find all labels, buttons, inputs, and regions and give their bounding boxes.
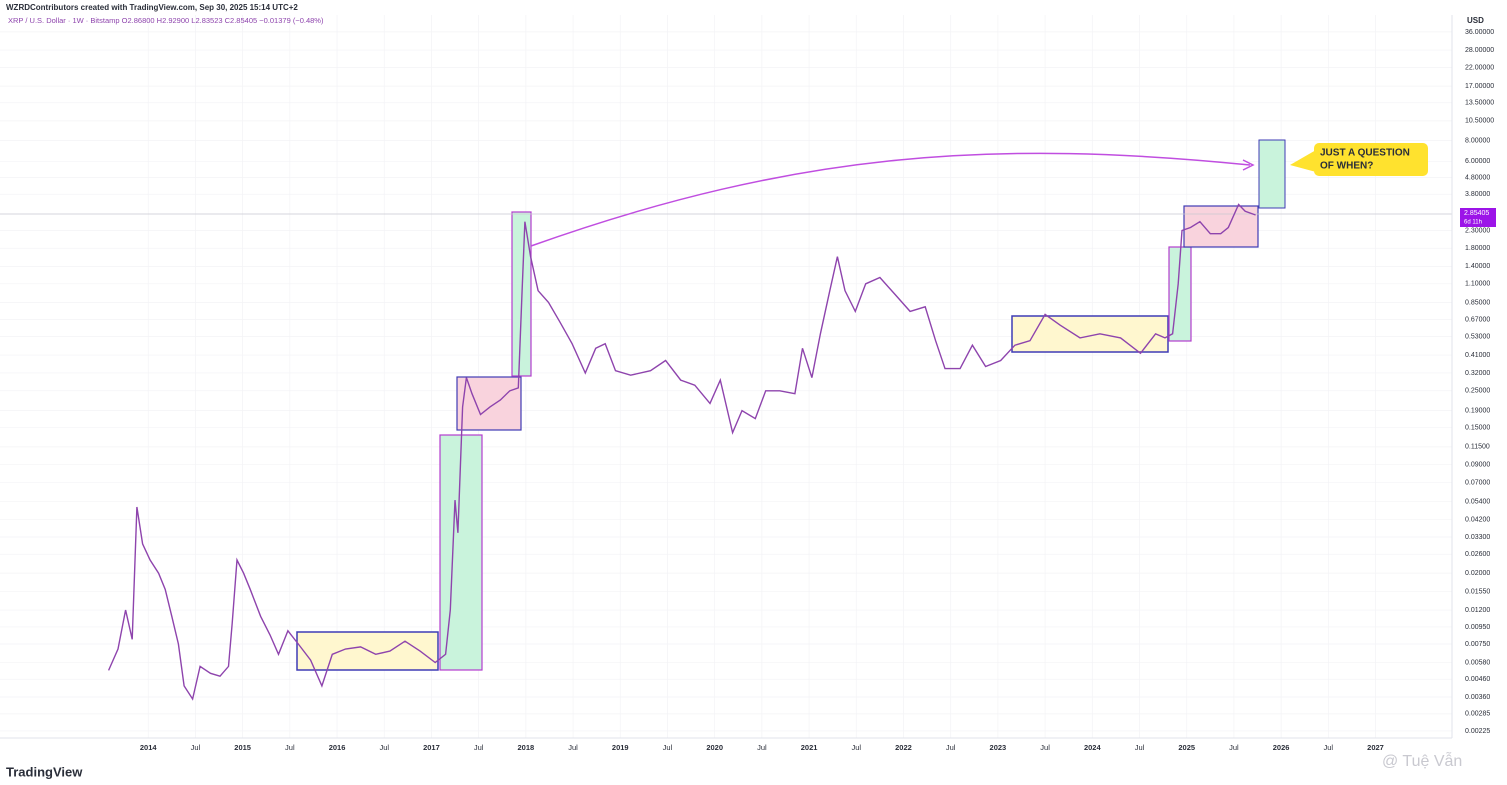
y-tick-label: 0.00225 (1465, 728, 1490, 735)
callout-text: OF WHEN? (1320, 161, 1373, 172)
y-tick-label: 13.50000 (1465, 100, 1494, 107)
watermark: @ Tuệ Vẫn (1382, 751, 1462, 770)
series-layer (107, 203, 1256, 701)
y-tick-label: 0.00750 (1465, 641, 1490, 648)
y-tick-label: 0.07000 (1465, 480, 1490, 487)
y-tick-label: 3.80000 (1465, 191, 1490, 198)
y-tick-label: 17.00000 (1465, 83, 1494, 90)
y-tick-label: 4.80000 (1465, 174, 1490, 181)
callout (1314, 143, 1428, 176)
y-tick-label: 36.00000 (1465, 29, 1494, 36)
x-tick-label: Jul (285, 743, 295, 752)
price-line (107, 203, 1256, 701)
credit: WZRDContributors created with TradingVie… (6, 3, 298, 12)
x-tick-label: 2016 (329, 743, 346, 752)
y-tick-label: 0.09000 (1465, 461, 1490, 468)
price-tag-countdown: 6d 11h (1464, 220, 1482, 226)
x-tick-label: 2019 (612, 743, 629, 752)
logo: TradingView (6, 764, 83, 779)
y-tick-label: 0.02000 (1465, 570, 1490, 577)
callout-text: JUST A QUESTION (1320, 148, 1410, 159)
x-tick-label: Jul (663, 743, 673, 752)
x-tick-label: Jul (568, 743, 578, 752)
y-tick-label: 0.67000 (1465, 316, 1490, 323)
x-tick-label: 2025 (1178, 743, 1195, 752)
x-tick-label: Jul (1135, 743, 1145, 752)
x-tick-label: 2021 (801, 743, 818, 752)
range-box (296, 631, 439, 671)
target-box (1258, 139, 1286, 209)
arrow-head (1242, 159, 1255, 171)
callout-pointer (1290, 150, 1316, 172)
x-tick-label: Jul (379, 743, 389, 752)
y-tick-label: 2.30000 (1465, 227, 1490, 234)
y-tick-label: 0.01200 (1465, 607, 1490, 614)
y-tick-label: 1.10000 (1465, 281, 1490, 288)
range-box (1011, 315, 1169, 353)
x-tick-label: 2026 (1273, 743, 1290, 752)
range-box (1183, 205, 1259, 248)
x-tick-label: Jul (1040, 743, 1050, 752)
x-tick-label: 2024 (1084, 743, 1102, 752)
x-tick-label: 2014 (140, 743, 158, 752)
y-tick-label: 28.00000 (1465, 47, 1494, 54)
y-tick-label: 1.80000 (1465, 245, 1490, 252)
x-tick-label: Jul (1324, 743, 1334, 752)
y-tick-label: 0.32000 (1465, 370, 1490, 377)
y-tick-label: 0.19000 (1465, 407, 1490, 414)
y-tick-label: 1.40000 (1465, 263, 1490, 270)
y-tick-label: 0.11500 (1465, 444, 1490, 451)
x-tick-label: 2022 (895, 743, 912, 752)
x-tick-label: Jul (851, 743, 861, 752)
y-tick-label: 0.15000 (1465, 425, 1490, 432)
y-tick-label: 0.04200 (1465, 516, 1490, 523)
projection-arrow (530, 152, 1251, 247)
y-tick-label: 0.00460 (1465, 676, 1490, 683)
y-tick-label: 0.00580 (1465, 659, 1490, 666)
currency: USD (1467, 16, 1484, 25)
price-tag (1460, 208, 1496, 227)
y-tick-label: 8.00000 (1465, 137, 1490, 144)
y-tick-label: 0.05400 (1465, 498, 1490, 505)
grid (0, 15, 1452, 738)
x-tick-label: 2015 (234, 743, 251, 752)
range-box (456, 376, 522, 431)
pump-box (439, 434, 483, 671)
x-tick-label: Jul (1229, 743, 1239, 752)
y-tick-label: 6.00000 (1465, 158, 1490, 165)
price-tag-value: 2.85405 (1464, 210, 1489, 217)
x-tick-label: Jul (474, 743, 484, 752)
x-tick-label: 2027 (1367, 743, 1384, 752)
y-tick-label: 0.00360 (1465, 694, 1490, 701)
x-tick-label: 2017 (423, 743, 440, 752)
y-tick-label: 0.01550 (1465, 588, 1490, 595)
x-tick-label: 2023 (990, 743, 1007, 752)
y-tick-label: 22.00000 (1465, 64, 1494, 71)
y-tick-label: 0.41000 (1465, 352, 1490, 359)
y-tick-label: 0.00950 (1465, 624, 1490, 631)
y-tick-label: 0.85000 (1465, 299, 1490, 306)
x-tick-label: 2020 (706, 743, 723, 752)
symbol-legend: XRP / U.S. Dollar · 1W · Bitstamp O2.868… (8, 16, 324, 25)
y-tick-label: 0.03300 (1465, 534, 1490, 541)
y-tick-label: 0.25000 (1465, 388, 1490, 395)
y-tick-label: 0.53000 (1465, 333, 1490, 340)
y-tick-label: 10.50000 (1465, 118, 1494, 125)
ticks: 0.00225 0.00285 0.00360 0.00460 0.00580 0.007… (140, 29, 1494, 752)
x-tick-label: Jul (757, 743, 767, 752)
x-tick-label: 2018 (518, 743, 535, 752)
x-tick-label: Jul (946, 743, 956, 752)
y-tick-label: 0.00285 (1465, 711, 1490, 718)
y-tick-label: 0.02600 (1465, 551, 1490, 558)
x-tick-label: Jul (191, 743, 201, 752)
